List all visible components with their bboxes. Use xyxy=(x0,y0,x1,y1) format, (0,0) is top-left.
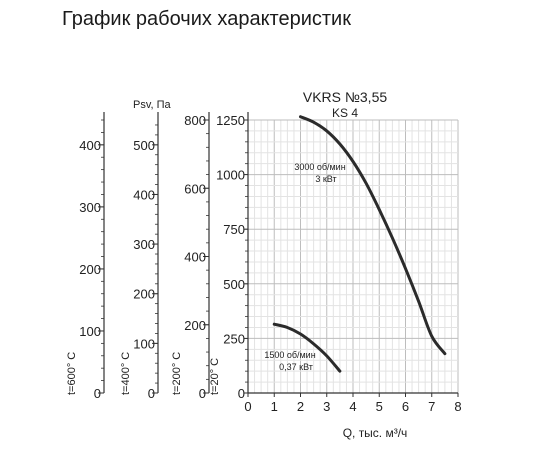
temperature-axis-tick-label: 100 xyxy=(133,336,155,351)
series-label-power: 3 кВт xyxy=(315,174,336,184)
temperature-axis-label: t=600° C xyxy=(66,352,78,395)
x-tick-label: 3 xyxy=(323,399,330,414)
x-axis-label: Q, тыс. м³/ч xyxy=(343,426,408,440)
series-label-speed: 3000 об/мин xyxy=(294,162,345,172)
temperature-axis-tick-label: 500 xyxy=(133,138,155,153)
temperature-axis-tick-label: 0 xyxy=(148,386,155,401)
temperature-axis-tick-label: 400 xyxy=(79,138,101,153)
series-line xyxy=(272,322,342,373)
x-tick-label: 6 xyxy=(402,399,409,414)
main-y-tick-label: 1000 xyxy=(216,168,245,183)
x-tick-label: 0 xyxy=(244,399,251,414)
temperature-axis-tick-label: 200 xyxy=(184,318,206,333)
main-y-tick-label: 750 xyxy=(223,222,245,237)
temperature-axis-tick-label: 200 xyxy=(79,262,101,277)
x-tick-label: 1 xyxy=(271,399,278,414)
x-tick-label: 2 xyxy=(297,399,304,414)
temperature-axis-tick-label: 400 xyxy=(184,250,206,265)
temperature-axis-tick-label: 100 xyxy=(79,324,101,339)
temperature-axis-label: t=20° C xyxy=(209,358,221,395)
series-label-speed: 1500 об/мин xyxy=(264,350,315,360)
temperature-axis-tick-label: 300 xyxy=(79,200,101,215)
x-tick-label: 7 xyxy=(428,399,435,414)
temperature-axis-tick-label: 300 xyxy=(133,237,155,252)
series-label-power: 0,37 кВт xyxy=(279,362,313,372)
temperature-axis-tick-label: 200 xyxy=(133,287,155,302)
series-line xyxy=(299,115,447,356)
temperature-axis-tick-label: 400 xyxy=(133,187,155,202)
main-y-tick-label: 1250 xyxy=(216,113,245,128)
temperature-axis-label: t=400° C xyxy=(120,352,132,395)
model-variant: KS 4 xyxy=(332,106,358,120)
page-title: График рабочих характеристик xyxy=(62,8,351,30)
x-tick-label: 4 xyxy=(349,399,356,414)
main-y-tick-label: 250 xyxy=(223,331,245,346)
x-tick-label: 8 xyxy=(454,399,461,414)
temperature-axis-tick-label: 0 xyxy=(94,386,101,401)
temperature-axis-tick-label: 600 xyxy=(184,181,206,196)
x-tick-label: 5 xyxy=(376,399,383,414)
pressure-axis-label: Psv, Па xyxy=(133,99,172,111)
main-y-tick-label: 500 xyxy=(223,277,245,292)
temperature-axis-tick-label: 800 xyxy=(184,113,206,128)
temperature-axis-tick-label: 0 xyxy=(199,386,206,401)
main-y-tick-label: 0 xyxy=(238,386,245,401)
model-name: VKRS №3,55 xyxy=(303,89,387,105)
temperature-axis-label: t=200° C xyxy=(171,352,183,395)
